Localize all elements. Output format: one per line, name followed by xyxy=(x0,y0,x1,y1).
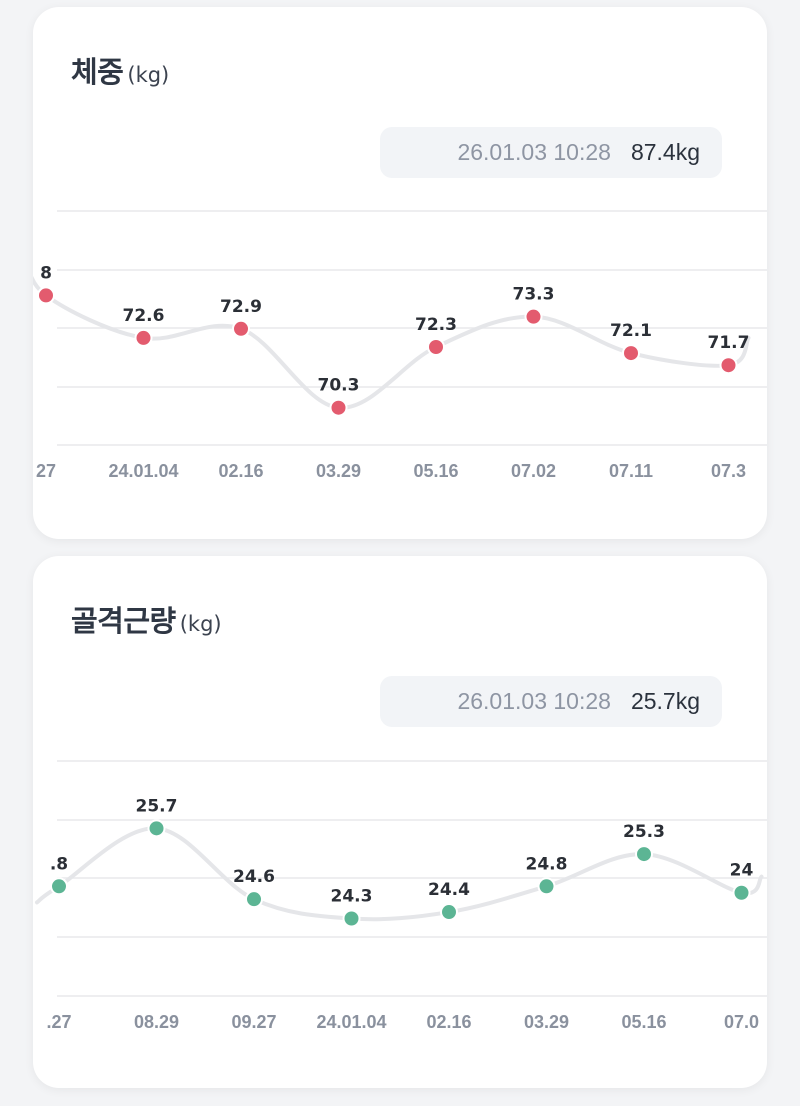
data-point[interactable] xyxy=(622,344,640,363)
x-tick-label: 02.16 xyxy=(426,1012,471,1032)
weight-title-text: 체중 xyxy=(71,55,124,89)
x-tick-label: 07.3 xyxy=(711,461,746,481)
x-tick-label: 09.27 xyxy=(231,1012,276,1032)
x-tick-label: 02.16 xyxy=(218,461,263,481)
data-label: 72.9 xyxy=(220,297,262,317)
weight-tooltip-date: 26.01.03 10:28 xyxy=(457,139,611,165)
points: .8 25.7 24.6 24.3 24.4 24.8 25.3 24 xyxy=(50,796,754,928)
x-tick-label: .27 xyxy=(46,1012,71,1032)
data-point[interactable] xyxy=(732,883,751,902)
data-label: 72.3 xyxy=(415,315,457,335)
data-label: 24 xyxy=(730,861,754,881)
data-label: 8 xyxy=(40,263,52,283)
data-point[interactable] xyxy=(232,319,250,338)
weight-card: 체중 (kg) 26.01.03 10:28 87.4kg 8 72.6 72.9 70… xyxy=(33,7,767,539)
x-tick-label: 07.0 xyxy=(724,1012,759,1032)
series-line xyxy=(33,275,751,410)
data-point[interactable] xyxy=(342,909,361,928)
x-axis-ticks: 27 24.01.04 02.16 03.29 05.16 07.02 07.11 07.3 xyxy=(36,461,746,481)
data-label: 73.3 xyxy=(513,285,555,305)
data-point[interactable] xyxy=(50,877,68,896)
data-label: 24.3 xyxy=(331,887,373,907)
data-label: 70.3 xyxy=(318,376,360,396)
grid xyxy=(57,760,767,997)
data-label: 25.7 xyxy=(136,796,178,816)
data-label: .8 xyxy=(50,854,68,874)
data-label: 72.1 xyxy=(610,321,652,341)
x-tick-label: 24.01.04 xyxy=(316,1012,386,1032)
data-point[interactable] xyxy=(719,356,738,375)
data-point[interactable] xyxy=(635,845,653,864)
data-label: 72.6 xyxy=(123,306,165,326)
x-tick-label: 07.11 xyxy=(609,461,653,481)
muscle-tooltip: 26.01.03 10:28 25.7kg xyxy=(380,676,722,727)
data-point[interactable] xyxy=(440,903,458,922)
points: 8 72.6 72.9 70.3 72.3 73.3 72.1 71.7 xyxy=(37,263,750,417)
data-point[interactable] xyxy=(427,338,445,356)
muscle-tooltip-value: 25.7kg xyxy=(630,688,700,714)
weight-title: 체중 (kg) xyxy=(71,49,169,91)
data-point[interactable] xyxy=(524,307,543,326)
data-label: 25.3 xyxy=(623,822,665,842)
x-tick-label: 03.29 xyxy=(524,1012,569,1032)
muscle-chart[interactable]: .8 25.7 24.6 24.3 24.4 24.8 25.3 24 .27 08.29 09.2… xyxy=(33,556,767,1088)
weight-unit: (kg) xyxy=(127,63,170,87)
data-label: 24.6 xyxy=(233,867,275,887)
data-point[interactable] xyxy=(134,328,153,347)
muscle-tooltip-date: 26.01.03 10:28 xyxy=(457,688,611,714)
data-label: 24.8 xyxy=(526,854,568,874)
x-axis-ticks: .27 08.29 09.27 24.01.04 02.16 03.29 05.16 07.0 xyxy=(46,1012,759,1032)
muscle-title: 골격근량 (kg) xyxy=(71,598,222,640)
data-label: 71.7 xyxy=(708,333,750,353)
weight-tooltip: 26.01.03 10:28 87.4kg xyxy=(380,127,722,178)
data-point[interactable] xyxy=(329,398,348,417)
weight-tooltip-value: 87.4kg xyxy=(630,139,700,165)
series-line xyxy=(35,826,764,922)
data-point[interactable] xyxy=(245,890,263,909)
weight-chart[interactable]: 8 72.6 72.9 70.3 72.3 73.3 72.1 71.7 27 24.01.04 0… xyxy=(33,7,767,539)
x-tick-label: 03.29 xyxy=(316,461,361,481)
x-tick-label: 08.29 xyxy=(134,1012,179,1032)
muscle-title-text: 골격근량 xyxy=(71,604,176,638)
x-tick-label: 05.16 xyxy=(413,461,458,481)
x-tick-label: 27 xyxy=(36,461,56,481)
muscle-card: 골격근량 (kg) 26.01.03 10:28 25.7kg .8 25.7 24.… xyxy=(33,556,767,1088)
data-point[interactable] xyxy=(537,877,556,896)
x-tick-label: 24.01.04 xyxy=(108,461,178,481)
data-label: 24.4 xyxy=(428,880,470,900)
x-tick-label: 07.02 xyxy=(511,461,556,481)
data-point[interactable] xyxy=(147,819,166,838)
x-tick-label: 05.16 xyxy=(621,1012,666,1032)
muscle-unit: (kg) xyxy=(179,612,222,636)
grid xyxy=(57,210,767,446)
data-point[interactable] xyxy=(37,286,55,305)
